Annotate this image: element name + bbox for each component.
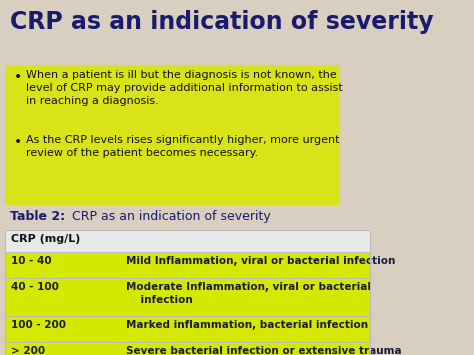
FancyBboxPatch shape bbox=[5, 342, 370, 355]
FancyBboxPatch shape bbox=[5, 278, 370, 316]
FancyBboxPatch shape bbox=[5, 316, 370, 342]
Text: •: • bbox=[14, 135, 22, 149]
Text: As the CRP levels rises significantly higher, more urgent
review of the patient : As the CRP levels rises significantly hi… bbox=[26, 135, 339, 158]
Text: 10 - 40: 10 - 40 bbox=[11, 256, 52, 266]
Text: Moderate Inflammation, viral or bacterial
    infection: Moderate Inflammation, viral or bacteria… bbox=[126, 282, 371, 305]
FancyBboxPatch shape bbox=[5, 252, 370, 278]
Text: •: • bbox=[14, 70, 22, 84]
Text: CRP as an indication of severity: CRP as an indication of severity bbox=[68, 210, 271, 223]
Text: CRP (mg/L): CRP (mg/L) bbox=[11, 234, 81, 244]
Text: Mild Inflammation, viral or bacterial infection: Mild Inflammation, viral or bacterial in… bbox=[126, 256, 395, 266]
Text: Marked inflammation, bacterial infection: Marked inflammation, bacterial infection bbox=[126, 320, 368, 330]
Text: Severe bacterial infection or extensive trauma: Severe bacterial infection or extensive … bbox=[126, 346, 401, 355]
FancyBboxPatch shape bbox=[5, 65, 340, 205]
FancyBboxPatch shape bbox=[5, 230, 370, 252]
Text: When a patient is ill but the diagnosis is not known, the
level of CRP may provi: When a patient is ill but the diagnosis … bbox=[26, 70, 343, 106]
Text: 100 - 200: 100 - 200 bbox=[11, 320, 66, 330]
Text: 40 - 100: 40 - 100 bbox=[11, 282, 59, 292]
Text: > 200: > 200 bbox=[11, 346, 45, 355]
Text: Table 2:: Table 2: bbox=[10, 210, 65, 223]
Text: CRP as an indication of severity: CRP as an indication of severity bbox=[10, 10, 434, 34]
